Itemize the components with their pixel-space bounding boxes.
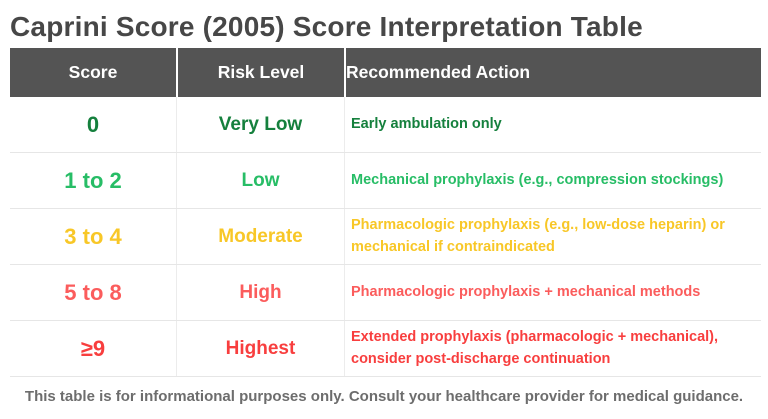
risk-level-cell: High (176, 265, 344, 320)
table-header-row: Score Risk Level Recommended Action (10, 48, 761, 97)
risk-level-cell: Highest (176, 321, 344, 376)
risk-level-cell: Very Low (176, 97, 344, 152)
risk-level-cell: Low (176, 153, 344, 208)
table-row-high: 5 to 8 High Pharmacologic prophylaxis + … (10, 265, 761, 321)
header-score: Score (68, 62, 118, 82)
table-row-very-low: 0 Very Low Early ambulation only (10, 97, 761, 153)
recommended-action-cell: Mechanical prophylaxis (e.g., compressio… (344, 153, 761, 208)
risk-level-cell: Moderate (176, 209, 344, 264)
table-row-moderate: 3 to 4 Moderate Pharmacologic prophylaxi… (10, 209, 761, 265)
score-cell: 1 to 2 (64, 167, 122, 193)
score-interpretation-table: Score Risk Level Recommended Action 0 Ve… (10, 48, 761, 377)
table-row-highest: ≥9 Highest Extended prophylaxis (pharmac… (10, 321, 761, 377)
score-cell: 0 (86, 111, 100, 137)
recommended-action-cell: Extended prophylaxis (pharmacologic + me… (344, 321, 761, 376)
header-risk-level: Risk Level (176, 48, 344, 97)
page-title: Caprini Score (2005) Score Interpretatio… (10, 11, 643, 42)
score-cell: 5 to 8 (64, 279, 122, 305)
header-recommended-action: Recommended Action (344, 48, 761, 97)
score-cell: 3 to 4 (64, 223, 122, 249)
disclaimer-text: This table is for informational purposes… (24, 388, 744, 405)
recommended-action-cell: Early ambulation only (344, 97, 761, 152)
table-row-low: 1 to 2 Low Mechanical prophylaxis (e.g.,… (10, 153, 761, 209)
recommended-action-cell: Pharmacologic prophylaxis + mechanical m… (344, 265, 761, 320)
score-cell: ≥9 (80, 335, 106, 361)
recommended-action-cell: Pharmacologic prophylaxis (e.g., low-dos… (344, 209, 761, 264)
